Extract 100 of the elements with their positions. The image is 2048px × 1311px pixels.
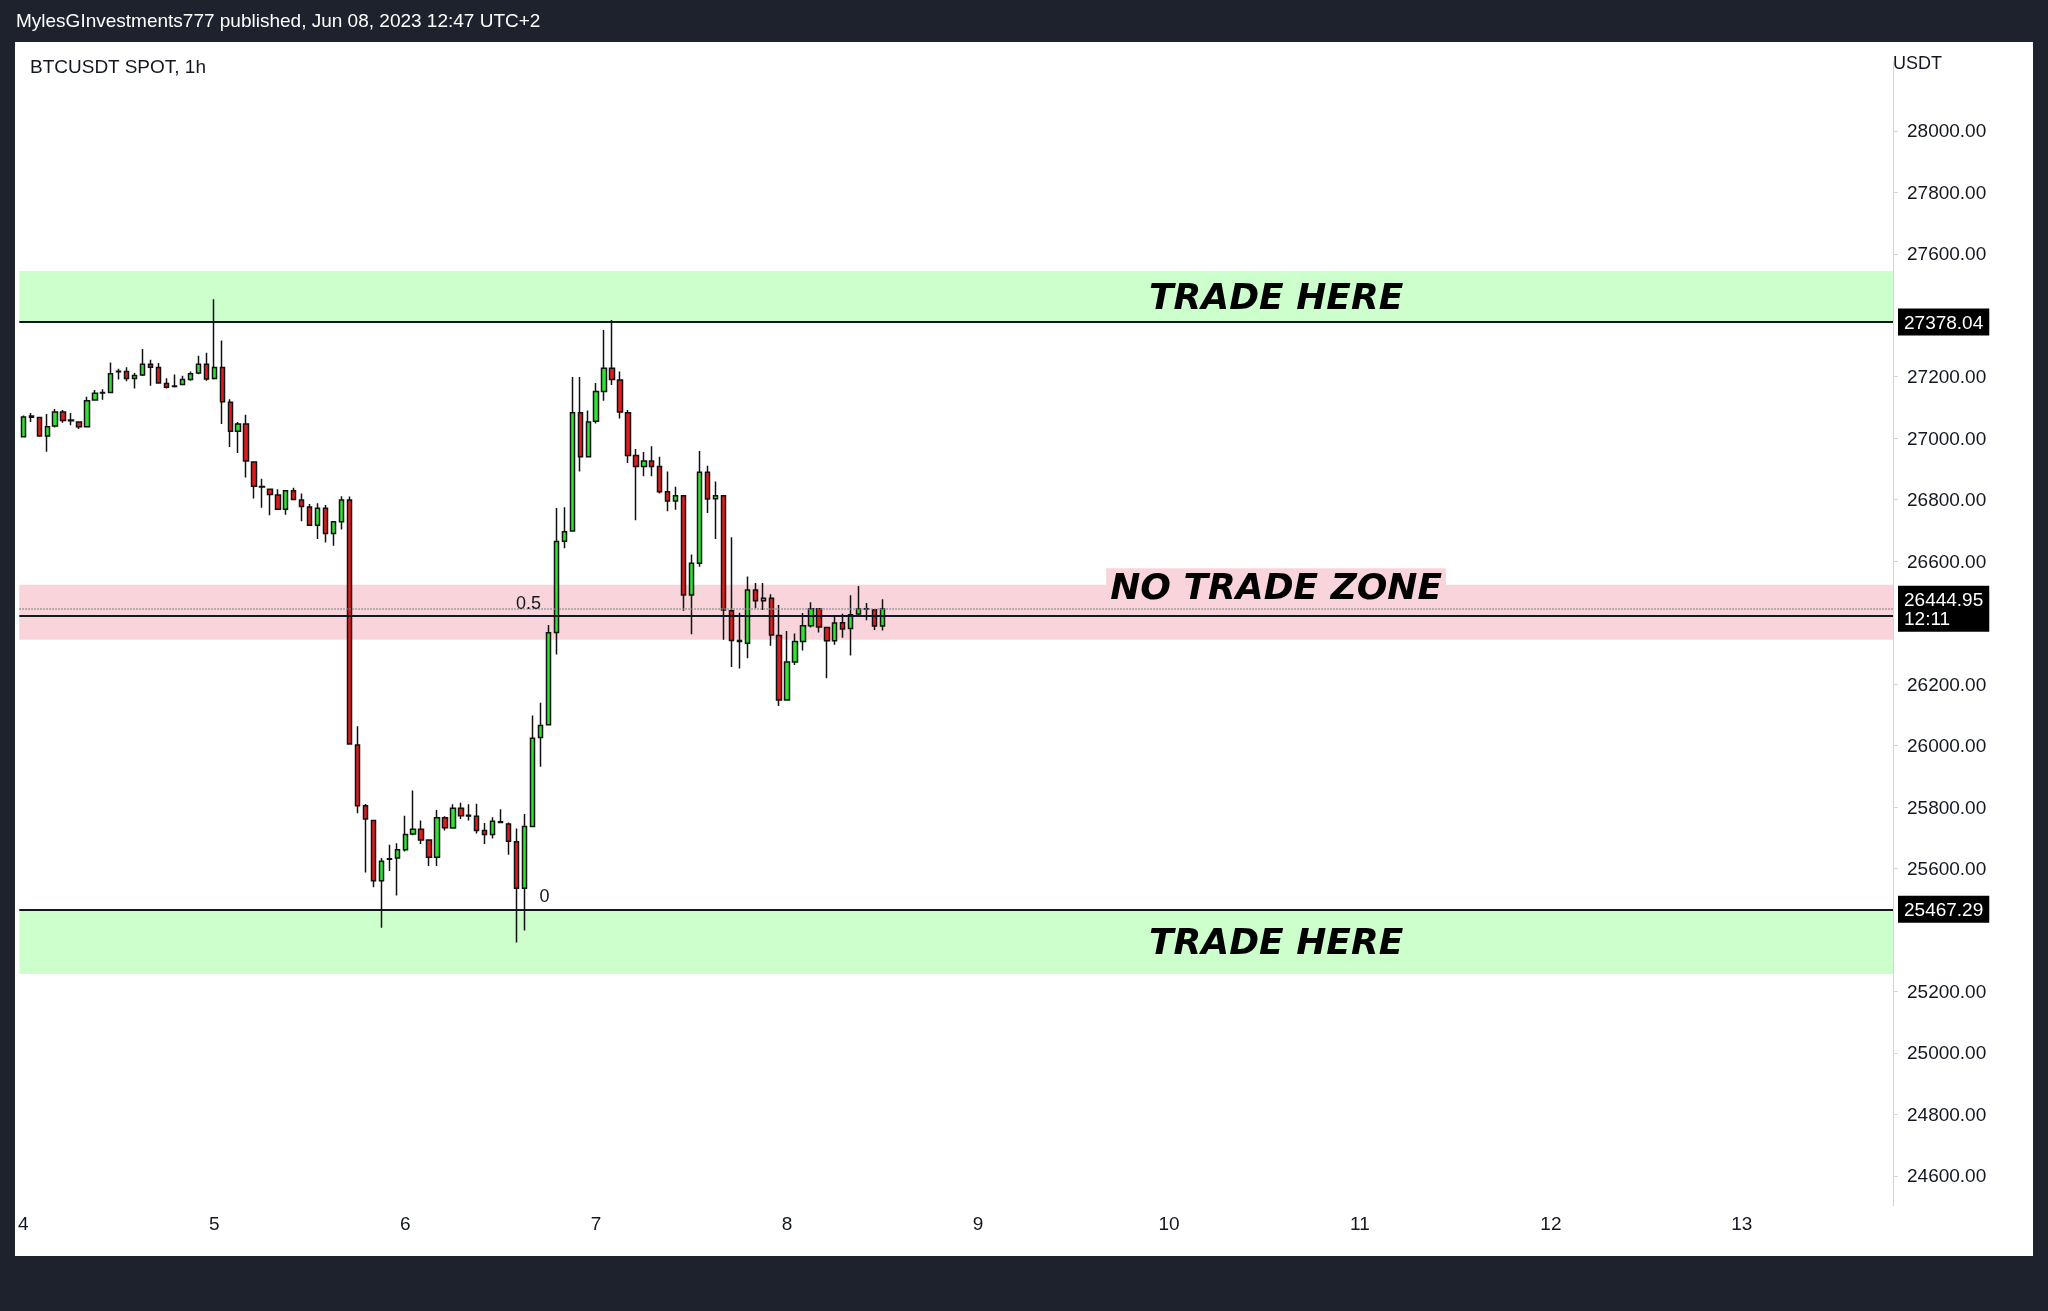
candlestick	[489, 816, 496, 840]
candlestick	[155, 362, 162, 385]
candlestick	[250, 461, 258, 500]
candlestick	[569, 376, 576, 532]
y-tick-label: 24600.00	[1907, 1165, 1987, 1187]
candlestick	[330, 521, 337, 547]
candlestick	[370, 819, 377, 889]
x-tick-label: 5	[208, 1213, 220, 1234]
candlestick	[362, 803, 369, 874]
candlestick	[497, 808, 504, 824]
candlestick	[51, 408, 59, 429]
x-tick-label: 13	[1731, 1213, 1753, 1234]
candlestick	[600, 329, 608, 402]
candlestick	[282, 490, 289, 516]
candlestick	[553, 507, 560, 656]
candlestick	[378, 857, 385, 929]
candlestick	[211, 298, 218, 381]
candlestick	[386, 844, 393, 872]
chart-subtitle: MylesGInvestments777 published, Jun 08, 2023 12:47 UTC+2	[16, 10, 541, 32]
y-tick-label: 27000.00	[1907, 427, 1987, 449]
y-tick-label: 25600.00	[1907, 858, 1987, 880]
candlestick	[513, 827, 520, 944]
candlestick	[656, 455, 663, 495]
candlestick	[425, 839, 433, 867]
candlestick	[227, 398, 234, 448]
x-tick-label: 10	[1158, 1213, 1180, 1234]
candlestick	[648, 445, 655, 478]
ref-line-label: 27378.04	[1904, 311, 1984, 333]
candlestick	[577, 376, 584, 473]
x-tick-label: 6	[399, 1213, 411, 1234]
candlestick	[83, 395, 91, 429]
candlestick	[59, 409, 67, 424]
candlestick	[402, 814, 409, 853]
candlestick	[314, 502, 321, 540]
candlestick	[616, 370, 624, 420]
ref-line-label: 26444.95 12:11	[1904, 588, 1984, 629]
candlestick	[640, 451, 648, 478]
y-tick-label: 27600.00	[1907, 243, 1987, 265]
candlestick	[728, 536, 735, 668]
candlestick	[266, 488, 274, 517]
candlestick	[664, 470, 671, 513]
candlestick	[203, 352, 210, 382]
x-tick-label: 7	[590, 1213, 602, 1234]
candlestick	[394, 842, 401, 897]
band-label: NO TRADE ZONE	[1110, 565, 1443, 607]
candlestick	[298, 492, 305, 522]
annotation: 0	[539, 886, 550, 907]
candlestick	[306, 503, 313, 526]
candlestick	[608, 319, 616, 386]
candlestick	[561, 506, 568, 549]
candlestick	[712, 480, 719, 540]
candlestick	[545, 624, 552, 726]
candlestick	[115, 368, 122, 381]
candlestick	[672, 486, 679, 511]
band-label: TRADE HERE	[1149, 276, 1404, 318]
candlestick	[704, 465, 711, 514]
candlestick	[274, 488, 282, 510]
candlestick	[441, 815, 449, 832]
candlestick	[457, 801, 465, 820]
candlestick	[234, 421, 242, 454]
y-tick-label: 25000.00	[1907, 1042, 1987, 1064]
chart-title: BTCUSDT SPOT, 1h	[30, 56, 206, 77]
y-tick-label: 24800.00	[1907, 1103, 1987, 1125]
annotation: 0.5	[515, 592, 542, 613]
candlestick	[409, 789, 417, 837]
candlestick	[592, 382, 600, 425]
candlestick	[20, 414, 27, 439]
y-tick-label: 26800.00	[1907, 489, 1987, 511]
candlestick	[783, 630, 791, 702]
x-tick-label: 8	[781, 1213, 793, 1234]
x-tick-label: 9	[972, 1213, 984, 1234]
band-label: TRADE HERE	[1149, 921, 1404, 963]
candlestick	[290, 486, 297, 501]
ref-line-label: 25467.29	[1904, 898, 1984, 920]
candlestick	[529, 714, 536, 828]
candlestick	[139, 348, 146, 377]
candlestick	[354, 725, 361, 814]
candlestick	[75, 421, 83, 430]
y-tick-label: 26600.00	[1907, 550, 1987, 572]
candlestick	[624, 409, 632, 464]
candlestick	[775, 604, 783, 707]
candlestick	[131, 372, 138, 390]
candlestick	[147, 359, 154, 387]
candlestick	[855, 585, 862, 617]
y-tick-label: 27800.00	[1907, 181, 1987, 203]
candlestick	[831, 615, 838, 646]
candlestick	[346, 495, 353, 745]
candlestick	[521, 813, 528, 932]
x-tick-label: 12	[1540, 1213, 1562, 1234]
candlestick	[242, 414, 250, 479]
y-tick-label: 26200.00	[1907, 673, 1987, 695]
candlestick	[123, 366, 130, 383]
candlestick	[449, 803, 457, 830]
candlestick	[107, 361, 114, 394]
candlestick	[791, 632, 799, 666]
candlestick	[481, 822, 488, 845]
candlestick	[28, 412, 35, 423]
y-tick-label: 27200.00	[1907, 366, 1987, 388]
candlestick	[752, 582, 759, 609]
candlestick	[465, 803, 472, 822]
